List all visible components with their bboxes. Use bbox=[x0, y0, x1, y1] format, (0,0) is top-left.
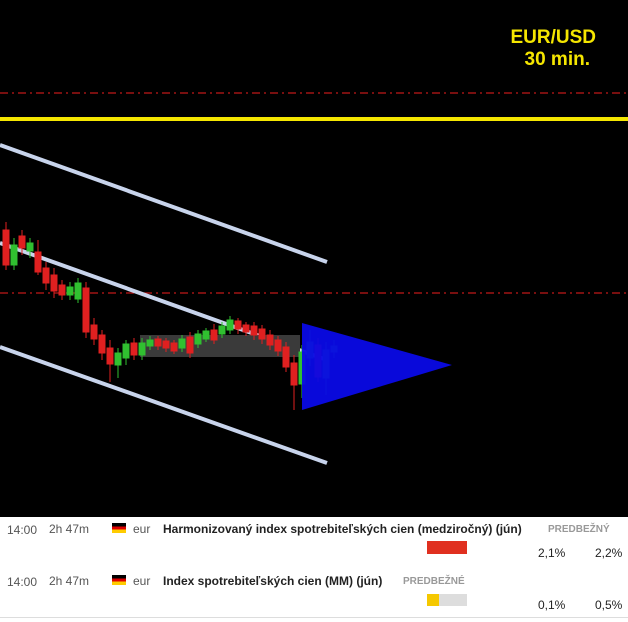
candle bbox=[50, 268, 58, 298]
candle bbox=[218, 322, 226, 338]
candle bbox=[242, 322, 250, 336]
candle bbox=[90, 318, 98, 345]
channel-top bbox=[0, 143, 328, 264]
event-countdown: 2h 47m bbox=[49, 522, 90, 536]
candle bbox=[186, 332, 194, 358]
candle bbox=[18, 230, 26, 255]
candle bbox=[106, 340, 114, 382]
symbol-label: EUR/USD bbox=[510, 27, 596, 48]
event-status: PREDBEŽNÉ bbox=[403, 576, 465, 587]
event-countdown: 2h 47m bbox=[49, 574, 90, 588]
event-status: PREDBEŽNÝ bbox=[548, 524, 610, 535]
flag bbox=[112, 523, 126, 533]
candle bbox=[202, 328, 210, 342]
candle bbox=[258, 325, 266, 344]
event-actual: 2,1% bbox=[538, 546, 566, 560]
event-row[interactable]: 14:00 2h 47m eur Index spotrebiteľských … bbox=[0, 567, 628, 618]
event-row[interactable]: 14:00 2h 47m eur Harmonizovaný index spo… bbox=[0, 517, 628, 568]
candle bbox=[26, 238, 34, 258]
price-chart: EUR/USD 30 min. bbox=[0, 0, 628, 517]
candle bbox=[130, 338, 138, 360]
event-title: Harmonizovaný index spotrebiteľských cie… bbox=[163, 522, 522, 536]
candle bbox=[210, 324, 218, 344]
candle bbox=[178, 335, 186, 352]
candle bbox=[74, 278, 82, 303]
candle bbox=[146, 336, 154, 350]
event-currency: eur bbox=[133, 574, 151, 588]
candle bbox=[194, 330, 202, 348]
candle bbox=[122, 340, 130, 365]
candle bbox=[2, 222, 10, 270]
candle bbox=[66, 282, 74, 300]
event-actual: 0,1% bbox=[538, 598, 566, 612]
timeframe-label: 30 min. bbox=[525, 49, 590, 70]
event-currency: eur bbox=[133, 522, 151, 536]
event-title: Index spotrebiteľských cien (MM) (jún) bbox=[163, 574, 383, 588]
candle bbox=[82, 282, 90, 338]
candle bbox=[138, 338, 146, 360]
channel-bottom bbox=[0, 345, 328, 465]
event-previous: 0,5% bbox=[595, 598, 623, 612]
candle bbox=[282, 342, 290, 372]
candle bbox=[226, 316, 234, 334]
candle bbox=[170, 340, 178, 354]
candle bbox=[234, 318, 242, 334]
candle bbox=[274, 336, 282, 356]
event-time: 14:00 bbox=[7, 575, 38, 589]
event-previous: 2,2% bbox=[595, 546, 623, 560]
candle bbox=[34, 240, 42, 275]
candle bbox=[266, 330, 274, 350]
event-time: 14:00 bbox=[7, 523, 38, 537]
candle bbox=[10, 238, 18, 270]
flag bbox=[112, 575, 126, 585]
candle bbox=[290, 355, 298, 410]
impact-bar bbox=[427, 541, 467, 554]
candle bbox=[114, 348, 122, 378]
triangle-pattern bbox=[302, 323, 452, 410]
candle bbox=[58, 280, 66, 300]
candle bbox=[98, 330, 106, 360]
candle bbox=[162, 338, 170, 352]
candle bbox=[250, 322, 258, 340]
candle bbox=[42, 262, 50, 290]
candle bbox=[154, 336, 162, 350]
impact-fill bbox=[427, 594, 439, 606]
